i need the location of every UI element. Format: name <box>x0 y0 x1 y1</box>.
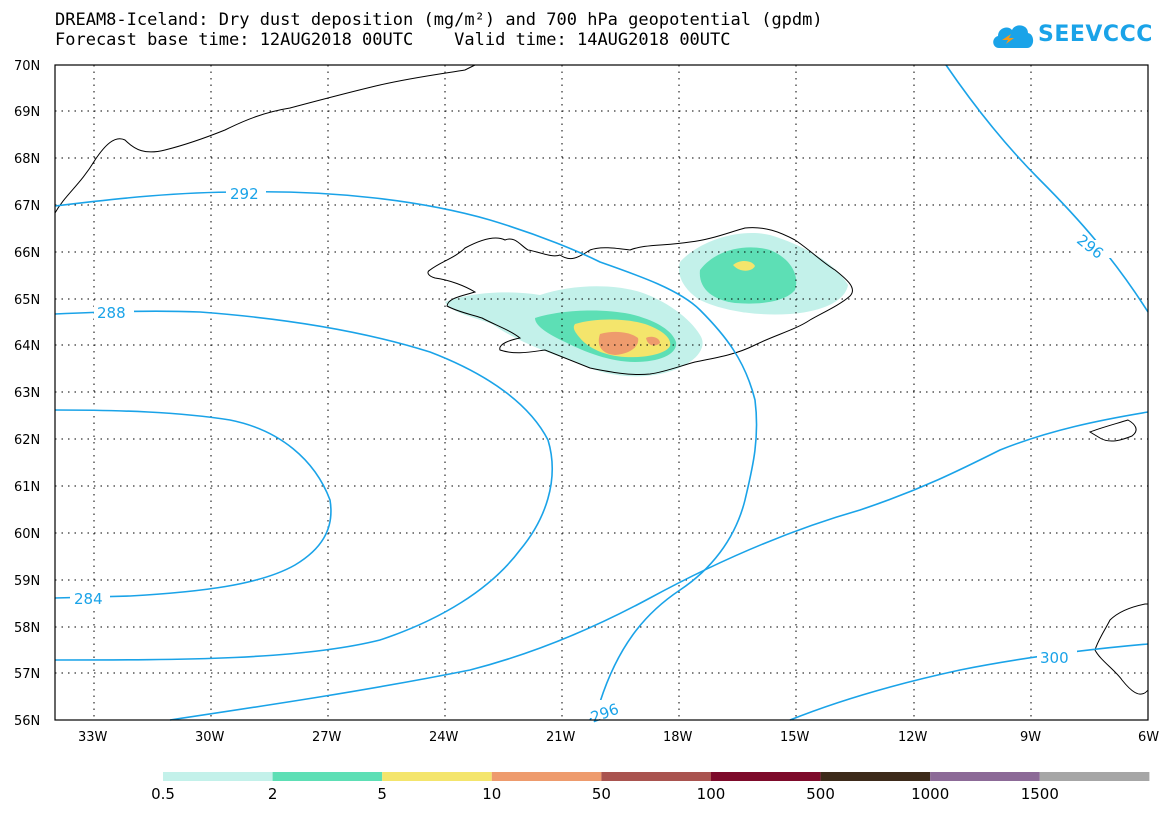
lon-label: 15W <box>780 730 810 745</box>
legend-swatch <box>1039 772 1150 781</box>
lat-label: 67N <box>14 199 40 214</box>
lat-label: 61N <box>14 480 40 495</box>
legend-label: 0.5 <box>151 785 175 803</box>
contour-288 <box>54 310 554 661</box>
coastlines <box>54 64 1149 695</box>
legend-label: 1500 <box>1021 785 1059 803</box>
contour-label: 300 <box>1040 649 1069 667</box>
lon-label: 33W <box>78 730 108 745</box>
color-legend: 0.5 2 5 10 50 100 500 1000 1500 <box>151 772 1150 803</box>
legend-swatch <box>382 772 492 781</box>
contour-296-south <box>169 411 1149 721</box>
legend-swatch <box>820 772 931 781</box>
graticule <box>55 65 1148 720</box>
map-title: DREAM8-Iceland: Dry dust deposition (mg/… <box>55 10 823 30</box>
legend-label: 10 <box>482 785 501 803</box>
lat-label: 59N <box>14 574 40 589</box>
contour-300 <box>789 643 1149 721</box>
legend-label: 500 <box>806 785 835 803</box>
forecast-times: Forecast base time: 12AUG2018 00UTC Vali… <box>55 30 731 50</box>
contour-284 <box>54 409 332 599</box>
lon-label: 24W <box>429 730 459 745</box>
lat-label: 56N <box>14 714 40 729</box>
lat-label: 57N <box>14 667 40 682</box>
lat-label: 63N <box>14 386 40 401</box>
legend-label: 5 <box>377 785 387 803</box>
contour-labels: 292 288 284 296 296 300 <box>70 184 1112 727</box>
legend-label: 1000 <box>911 785 949 803</box>
legend-swatch <box>491 772 602 781</box>
lon-label: 30W <box>195 730 225 745</box>
lon-label: 9W <box>1020 730 1041 745</box>
faroe-coast <box>1088 419 1137 442</box>
lat-label: 66N <box>14 246 40 261</box>
legend-swatch <box>163 772 273 781</box>
lat-label: 68N <box>14 152 40 167</box>
lat-label: 69N <box>14 105 40 120</box>
lon-label: 18W <box>663 730 693 745</box>
contour-label: 292 <box>230 185 259 203</box>
lat-label: 65N <box>14 293 40 308</box>
lon-label: 27W <box>312 730 342 745</box>
dust-field-northeast <box>678 233 848 315</box>
legend-label: 50 <box>592 785 611 803</box>
seevccc-logo: SEEVCCC <box>990 18 1152 58</box>
dust-field-southwest <box>445 286 703 377</box>
legend-label: 100 <box>697 785 726 803</box>
lat-label: 64N <box>14 339 40 354</box>
lon-label: 21W <box>546 730 576 745</box>
lat-label: 70N <box>14 59 40 74</box>
legend-label: 2 <box>268 785 278 803</box>
lon-label: 12W <box>898 730 928 745</box>
geopotential-contours <box>54 64 1149 721</box>
legend-swatch <box>601 772 711 781</box>
longitude-labels: 33W 30W 27W 24W 21W 18W 15W 12W 9W 6W <box>78 730 1159 745</box>
lat-label: 58N <box>14 621 40 636</box>
lon-label: 6W <box>1138 730 1159 745</box>
legend-swatch <box>272 772 383 781</box>
cloud-icon <box>993 25 1034 48</box>
contour-296-east <box>945 64 1149 313</box>
iceland-coast <box>427 227 853 375</box>
map-frame <box>54 64 1149 721</box>
latitude-labels: 70N 69N 68N 67N 66N 65N 64N 63N 62N 61N … <box>14 59 40 729</box>
contour-292 <box>54 190 758 721</box>
lat-label: 60N <box>14 527 40 542</box>
contour-label: 288 <box>97 304 126 322</box>
legend-swatch <box>930 772 1040 781</box>
legend-swatch <box>711 772 821 781</box>
scotland-coast <box>1094 603 1149 695</box>
contour-label: 284 <box>74 590 103 608</box>
greenland-coast <box>54 64 476 214</box>
logo-text: SEEVCCC <box>1038 22 1153 47</box>
lat-label: 62N <box>14 433 40 448</box>
